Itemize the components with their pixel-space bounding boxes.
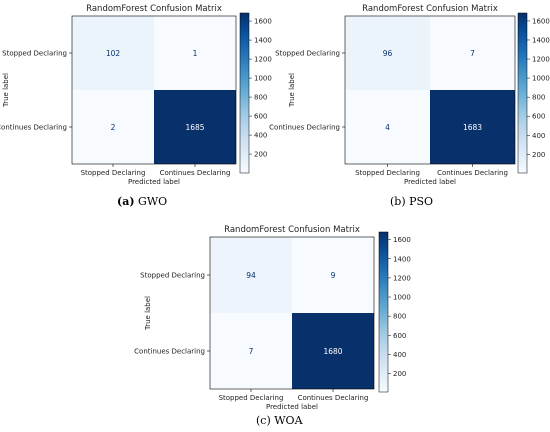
caption-c-label: (c)	[256, 414, 271, 427]
heatmap-cell	[345, 90, 430, 164]
caption-c: (c) WOA	[256, 414, 303, 427]
colorbar-tick-label: 400	[254, 132, 267, 140]
y-tick-label: Continues Declaring	[269, 124, 340, 132]
y-axis-label: True label	[288, 73, 296, 108]
colorbar	[517, 12, 528, 174]
cell-value-label: 4	[385, 123, 390, 132]
heatmap-cell	[72, 16, 154, 90]
y-tick-label: Continues Declaring	[0, 124, 67, 132]
heatmap-cell	[72, 90, 154, 164]
caption-c-text: WOA	[274, 414, 303, 427]
colorbar-tick-label: 1000	[393, 294, 411, 302]
colorbar-tick-label: 1400	[393, 255, 411, 263]
colorbar-tick-label: 1400	[532, 36, 550, 44]
colorbar-tick-label: 1200	[532, 56, 550, 64]
x-axis-label: Predicted label	[266, 403, 318, 411]
x-tick-label: Continues Declaring	[437, 169, 508, 177]
colorbar-tick-label: 1200	[254, 56, 272, 64]
colorbar-tick-label: 400	[532, 132, 545, 140]
plot-frame	[344, 15, 516, 165]
y-tick-label: Stopped Declaring	[2, 50, 67, 58]
colorbar-tick-label: 200	[254, 151, 267, 159]
plot-frame	[71, 15, 237, 165]
caption-a-label: (a)	[117, 195, 135, 208]
confusion-matrix-2: RandomForest Confusion Matrix 94 9 7 1680 Sto…	[134, 225, 411, 411]
colorbar-tick-label: 400	[393, 351, 406, 359]
caption-a-text: GWO	[138, 195, 168, 208]
colorbar-tick-label: 600	[393, 332, 406, 340]
heatmap-cell	[210, 313, 292, 389]
colorbar-tick-label: 1400	[254, 37, 272, 45]
x-tick-label: Continues Declaring	[298, 394, 369, 402]
heatmap-cell	[345, 16, 430, 90]
caption-a: (a) GWO	[117, 195, 167, 208]
y-tick-label: Stopped Declaring	[140, 272, 205, 280]
heatmap-cell	[430, 90, 515, 164]
cell-value-label: 7	[470, 49, 475, 58]
y-tick-label: Stopped Declaring	[275, 50, 340, 58]
x-axis-label: Predicted label	[128, 178, 180, 186]
cell-value-label: 102	[106, 49, 121, 58]
caption-b-label: (b)	[390, 195, 406, 208]
cell-value-label: 1685	[185, 123, 204, 132]
heatmap-cell	[210, 237, 292, 313]
colorbar-tick-label: 1600	[532, 17, 550, 25]
caption-b-text: PSO	[409, 195, 434, 208]
cell-value-label: 2	[111, 123, 116, 132]
colorbar-tick-label: 600	[254, 113, 267, 121]
colorbar-tick-label: 1000	[254, 75, 272, 83]
colorbar	[239, 12, 250, 174]
cell-value-label: 9	[331, 271, 336, 280]
heatmap-cell	[154, 90, 236, 164]
chart-title: RandomForest Confusion Matrix	[86, 4, 222, 14]
y-tick-label: Continues Declaring	[134, 348, 205, 356]
colorbar-tick-label: 800	[393, 313, 406, 321]
caption-b: (b) PSO	[390, 195, 433, 208]
heatmap-cell	[430, 16, 515, 90]
colorbar-tick-label: 1600	[393, 236, 411, 244]
heatmap-cell	[154, 16, 236, 90]
y-axis-label: True label	[144, 296, 152, 331]
colorbar-tick-label: 800	[254, 94, 267, 102]
colorbar-tick-label: 600	[532, 113, 545, 121]
cell-value-label: 1680	[323, 347, 342, 356]
colorbar	[378, 231, 389, 393]
colorbar-tick-label: 200	[532, 151, 545, 159]
colorbar-tick-label: 1200	[393, 274, 411, 282]
confusion-matrix-1: RandomForest Confusion Matrix 96 7 4 1683 Sto…	[269, 4, 550, 186]
cell-value-label: 94	[246, 271, 256, 280]
x-tick-label: Stopped Declaring	[355, 169, 420, 177]
cell-value-label: 1683	[463, 123, 482, 132]
colorbar-tick-label: 200	[393, 370, 406, 378]
heatmap-cell	[292, 237, 374, 313]
x-tick-label: Stopped Declaring	[81, 169, 146, 177]
heatmap-cell	[292, 313, 374, 389]
chart-title: RandomForest Confusion Matrix	[362, 4, 498, 14]
cell-value-label: 7	[249, 347, 254, 356]
x-axis-label: Predicted label	[404, 178, 456, 186]
confusion-matrix-0: RandomForest Confusion Matrix 102 1 2 1685 St…	[0, 4, 272, 186]
y-axis-label: True label	[2, 73, 10, 108]
cell-value-label: 1	[193, 49, 198, 58]
colorbar-tick-label: 1000	[532, 75, 550, 83]
colorbar-tick-label: 800	[532, 94, 545, 102]
cell-value-label: 96	[383, 49, 393, 58]
colorbar-tick-label: 1600	[254, 18, 272, 26]
x-tick-label: Continues Declaring	[160, 169, 231, 177]
plot-frame	[209, 236, 375, 390]
chart-title: RandomForest Confusion Matrix	[224, 225, 360, 235]
x-tick-label: Stopped Declaring	[219, 394, 284, 402]
